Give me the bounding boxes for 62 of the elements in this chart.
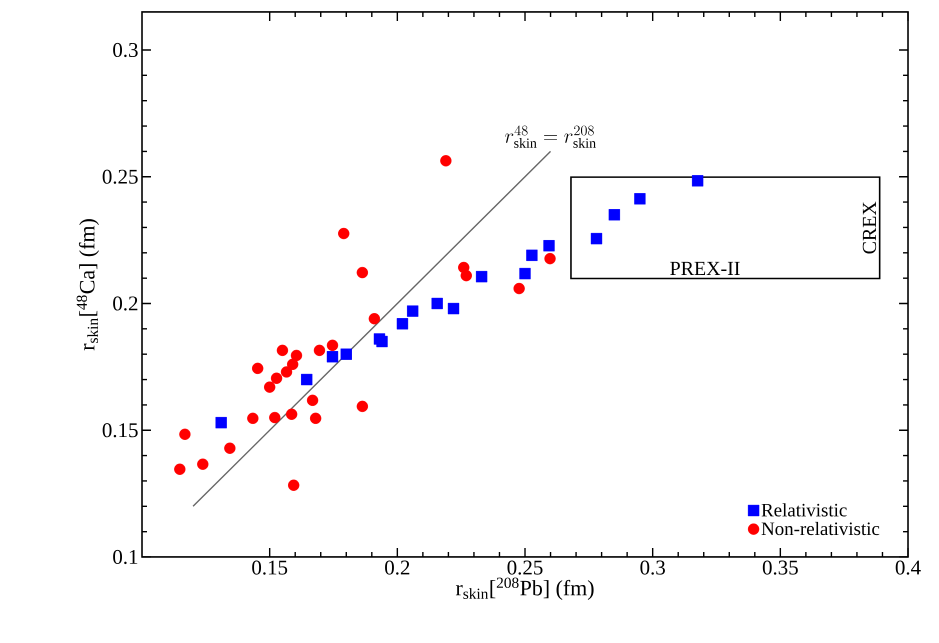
point — [174, 464, 186, 475]
point — [288, 480, 300, 491]
y-tick-label: 0.2 — [113, 296, 138, 311]
point — [326, 340, 338, 351]
legend-label: Non-relativistic — [762, 522, 880, 536]
point — [634, 193, 646, 204]
point — [513, 282, 525, 294]
point — [431, 298, 443, 310]
point — [368, 313, 380, 324]
point — [269, 412, 280, 424]
point — [310, 412, 322, 424]
point — [460, 270, 472, 282]
point — [440, 155, 452, 166]
point — [326, 351, 338, 362]
point — [406, 305, 418, 317]
point — [252, 362, 264, 374]
point — [526, 250, 538, 262]
point — [356, 266, 368, 278]
point — [692, 175, 704, 186]
point — [286, 358, 298, 370]
x-tick-label: 0.3 — [640, 560, 665, 575]
point — [590, 232, 602, 244]
annotation: $r_{\mathrm{skin}}^{48}=r_{\mathrm{skin}}^{208}$ — [505, 125, 596, 148]
point — [340, 348, 352, 360]
x-axis-title: r$_{skin}$[$^{208}$Pb] (fm) — [456, 578, 594, 600]
legend-label: Relativistic — [762, 503, 847, 517]
point — [396, 318, 408, 330]
x-tick-label: 0.25 — [508, 560, 542, 575]
point — [356, 400, 368, 412]
point — [301, 374, 312, 386]
y-tick-label: 0.1 — [113, 550, 138, 564]
x-tick-label: 0.2 — [385, 560, 410, 575]
point — [215, 416, 227, 428]
y-tick-label: 0.3 — [113, 42, 138, 58]
point — [608, 209, 620, 220]
point — [519, 268, 531, 280]
point — [280, 366, 292, 378]
point — [476, 270, 488, 282]
x-tick-label: 0.15 — [252, 560, 288, 575]
point — [306, 394, 318, 406]
point — [314, 344, 326, 356]
point — [247, 412, 259, 424]
x-tick-label: 0.4 — [896, 560, 921, 575]
point — [270, 372, 282, 384]
point — [179, 428, 191, 440]
point — [448, 302, 460, 314]
point — [264, 381, 276, 393]
point — [543, 240, 555, 252]
point — [544, 252, 556, 264]
point — [276, 344, 288, 356]
point — [376, 336, 388, 348]
y-tick-label: 0.25 — [102, 170, 138, 184]
point — [290, 350, 302, 362]
point — [224, 442, 236, 454]
annotation: CREX — [862, 202, 876, 254]
point — [197, 458, 208, 470]
point — [286, 408, 298, 420]
x-tick-label: 0.35 — [762, 560, 798, 575]
y-axis-title: r$_{skin}$[$^{48}$Ca] (fm) — [76, 219, 100, 350]
annotation: PREX-II — [670, 262, 740, 275]
y-tick-label: 0.15 — [102, 423, 138, 438]
point — [338, 228, 350, 240]
